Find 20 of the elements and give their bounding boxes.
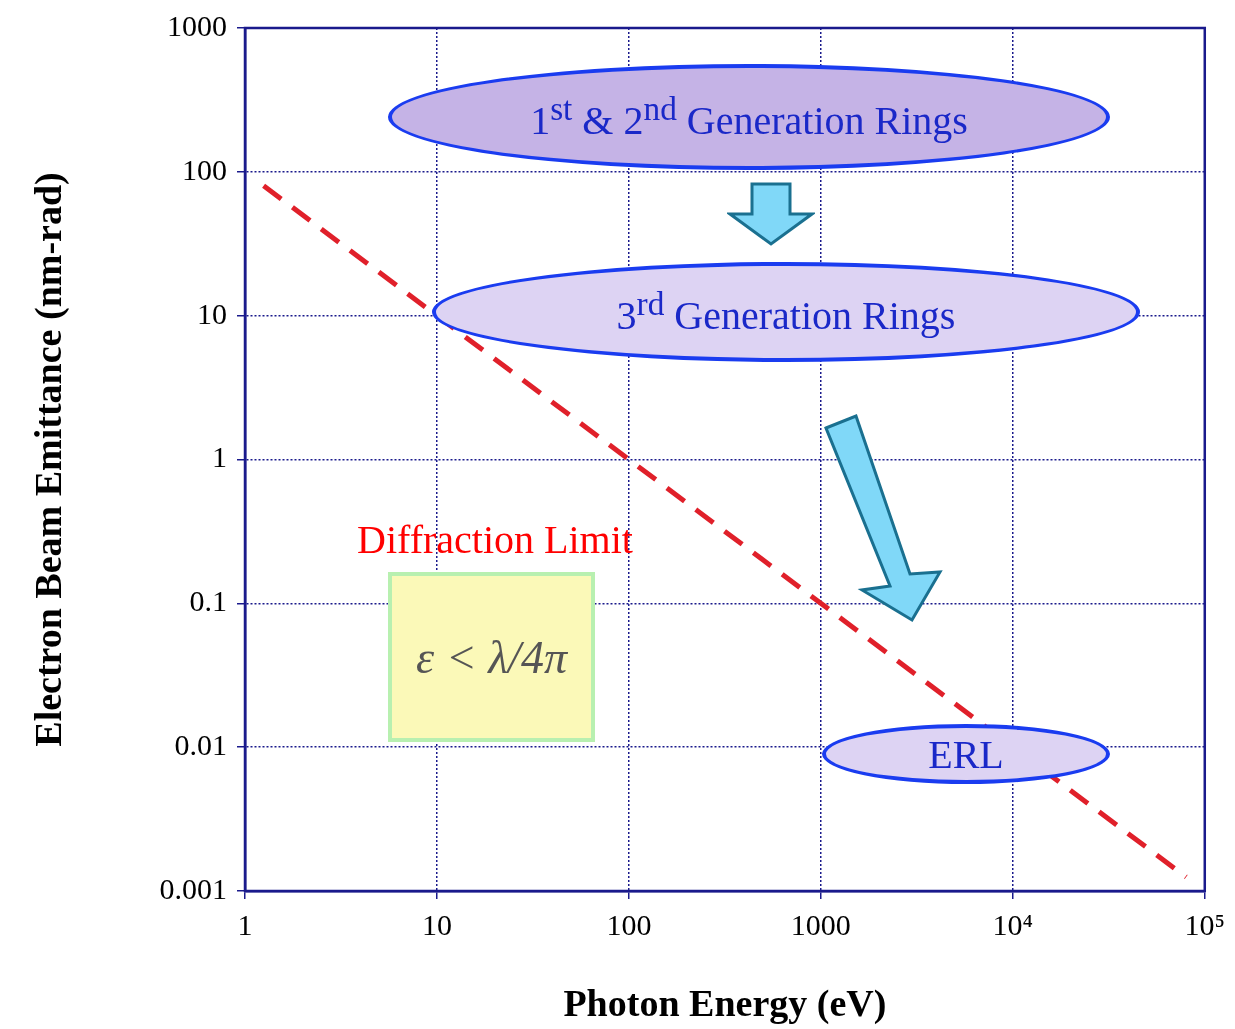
annotation: ε < λ/4π (416, 630, 567, 684)
y-tick-label: 0.1 (189, 584, 227, 618)
y-axis-title: Electron Beam Emittance (nm-rad) (26, 172, 70, 747)
y-tick-label: 1000 (167, 8, 227, 42)
y-tick-label: 100 (182, 152, 227, 186)
x-tick-label: 1 (237, 907, 253, 941)
annotation: 3$^{rd}$ Generation Rings (616, 284, 956, 340)
annotation: Diffraction Limit (357, 515, 633, 563)
x-tick-label: 1000 (790, 907, 851, 941)
y-tick-label: 10 (197, 296, 227, 330)
x-tick-label: 10 (421, 907, 452, 941)
x-tick-label: 10⁴ (992, 907, 1034, 941)
annotation: ERL (928, 730, 1004, 778)
y-tick-label: 1 (212, 440, 227, 474)
x-tick-label: 100 (606, 907, 652, 941)
y-tick-label: 0.01 (174, 728, 227, 762)
annotation: 1$^{st}$ & 2$^{nd}$ Generation Rings (530, 89, 968, 145)
x-tick-label: 10⁵ (1184, 907, 1225, 941)
x-axis-title: Photon Energy (eV) (563, 982, 887, 1026)
y-tick-label: 0.001 (159, 871, 227, 905)
